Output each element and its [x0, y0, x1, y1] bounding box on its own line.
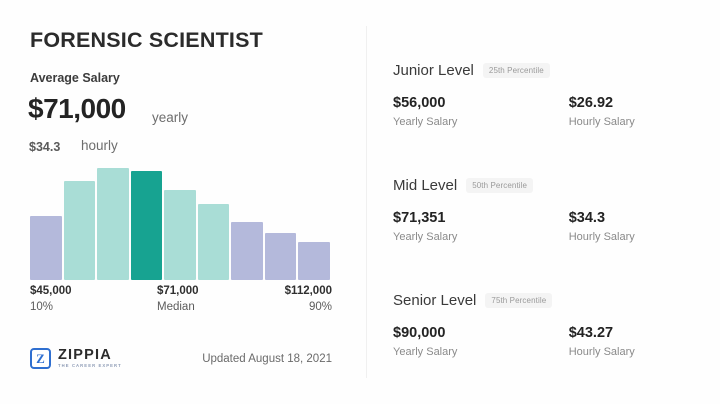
chart-bar — [164, 190, 196, 280]
yearly-salary-value: $90,000 — [393, 325, 446, 341]
level-values-row: $90,000 Yearly Salary $43.27 Hourly Salary — [393, 325, 693, 358]
hourly-salary-cell: $34.3 Hourly Salary — [569, 210, 693, 243]
zippia-logo-text: ZIPPIA THE CAREER EXPERT — [58, 348, 122, 368]
chart-bar — [197, 204, 230, 280]
hourly-salary-value: $43.27 — [568, 325, 614, 341]
level-block: Mid Level 50th Percentile $71,351 Yearly Sa… — [393, 175, 693, 244]
hourly-salary-cell: $26.92 Hourly Salary — [569, 95, 693, 128]
yearly-salary-cell: $90,000 Yearly Salary — [393, 325, 569, 358]
level-name: Mid Level — [393, 176, 458, 194]
average-salary-period: yearly — [152, 110, 189, 125]
average-salary-amount: $71,000 — [28, 93, 126, 124]
hourly-salary-cell: $43.27 Hourly Salary — [569, 325, 693, 358]
chart-bar — [298, 242, 330, 280]
percentile-badge: 50th Percentile — [466, 177, 534, 193]
hourly-salary-caption: Hourly Salary — [568, 346, 635, 358]
percentile-badge: 75th Percentile — [485, 292, 553, 308]
level-block: Junior Level 25th Percentile $56,000 Yearly… — [393, 60, 693, 129]
yearly-salary-caption: Yearly Salary — [393, 116, 458, 128]
axis-tick-low-amount: $45,000 — [30, 285, 72, 297]
yearly-salary-cell: $71,351 Yearly Salary — [393, 210, 569, 243]
zippia-logo-letter: Z — [36, 351, 45, 366]
chart-bar — [231, 222, 263, 280]
hourly-salary-caption: Hourly Salary — [568, 116, 635, 128]
page-title: FORENSIC SCIENTIST — [30, 28, 263, 52]
axis-tick-high-amount: $112,000 — [284, 285, 332, 297]
left-summary-panel: FORENSIC SCIENTIST Average Salary $71,00… — [28, 28, 332, 376]
chart-bar — [264, 233, 297, 280]
zippia-wordmark: ZIPPIA — [58, 347, 112, 364]
updated-timestamp: Updated August 18, 2021 — [202, 353, 332, 365]
chart-bar — [30, 216, 62, 280]
yearly-salary-caption: Yearly Salary — [393, 231, 458, 243]
chart-bar — [130, 171, 163, 280]
zippia-logo[interactable]: Z ZIPPIA THE CAREER EXPERT — [30, 348, 122, 369]
level-header: Mid Level 50th Percentile — [393, 175, 693, 195]
zippia-logo-icon: Z — [30, 348, 51, 369]
yearly-salary-value: $56,000 — [393, 95, 446, 111]
chart-bar — [97, 168, 129, 280]
axis-tick-low-caption: 10% — [30, 301, 54, 313]
hourly-salary-value: $26.92 — [568, 95, 614, 111]
axis-tick-mid: $71,000 Median — [157, 284, 199, 316]
average-hourly-period: hourly — [81, 138, 118, 153]
level-values-row: $71,351 Yearly Salary $34.3 Hourly Salary — [393, 210, 693, 243]
chart-bar — [63, 181, 96, 280]
axis-tick-mid-caption: Median — [157, 301, 195, 313]
average-salary-label: Average Salary — [30, 71, 120, 85]
axis-tick-high: $112,000 90% — [285, 284, 332, 316]
zippia-tagline: THE CAREER EXPERT — [58, 363, 122, 369]
level-header: Junior Level 25th Percentile — [393, 60, 693, 80]
panel-divider — [366, 26, 367, 378]
yearly-salary-value: $71,351 — [393, 210, 446, 226]
axis-tick-high-caption: 90% — [308, 301, 332, 313]
average-hourly-amount: $34.3 — [29, 140, 61, 154]
hourly-salary-value: $34.3 — [568, 210, 606, 226]
level-name: Senior Level — [393, 291, 477, 309]
yearly-salary-caption: Yearly Salary — [393, 346, 458, 358]
right-levels-panel: Junior Level 25th Percentile $56,000 Yearly… — [367, 0, 720, 404]
level-name: Junior Level — [393, 61, 474, 79]
footer: Z ZIPPIA THE CAREER EXPERT Updated Augus… — [30, 348, 332, 376]
salary-distribution-chart — [30, 168, 330, 280]
level-header: Senior Level 75th Percentile — [393, 290, 693, 310]
axis-tick-low: $45,000 10% — [30, 284, 72, 316]
hourly-salary-caption: Hourly Salary — [568, 231, 635, 243]
level-values-row: $56,000 Yearly Salary $26.92 Hourly Salary — [393, 95, 693, 128]
yearly-salary-cell: $56,000 Yearly Salary — [393, 95, 569, 128]
level-block: Senior Level 75th Percentile $90,000 Yearly… — [393, 290, 693, 359]
axis-tick-mid-amount: $71,000 — [157, 285, 199, 297]
percentile-badge: 25th Percentile — [482, 62, 550, 78]
chart-axis-labels: $45,000 10% $71,000 Median $112,000 90% — [30, 284, 332, 318]
